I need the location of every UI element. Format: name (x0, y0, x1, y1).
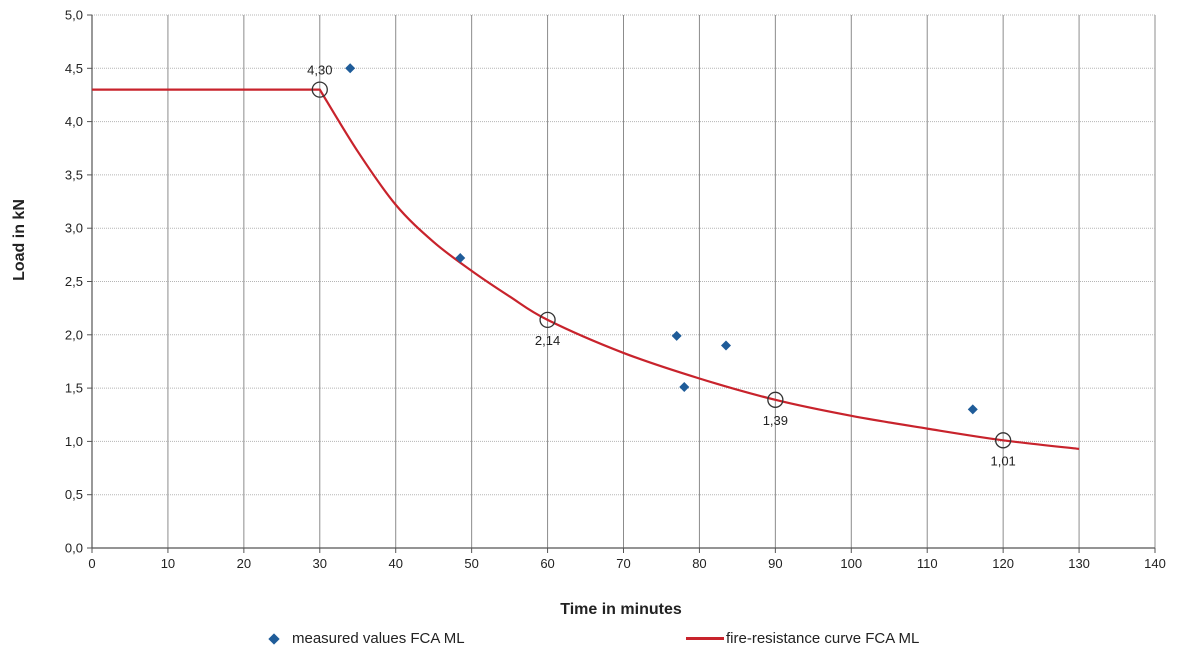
y-tick-label: 4,0 (65, 114, 83, 129)
x-tick-label: 30 (313, 556, 327, 571)
scatter-point (679, 382, 689, 392)
x-tick-label: 90 (768, 556, 782, 571)
scatter-point (672, 331, 682, 341)
x-tick-label: 50 (464, 556, 478, 571)
y-tick-label: 2,5 (65, 274, 83, 289)
fire-resistance-curve-line (92, 90, 1079, 449)
x-tick-label: 80 (692, 556, 706, 571)
chart: 0 10 20 30 40 50 60 70 80 90 100 110 120 130 140 0,00,… (0, 0, 1180, 630)
y-tick-label: 0,5 (65, 487, 83, 502)
annotation-label: 1,39 (763, 413, 788, 428)
fire-resistance-curve (92, 90, 1079, 449)
x-tick-label: 110 (917, 556, 938, 571)
y-axis-title: Load in kN (11, 199, 28, 281)
y-tick-labels: 0,0 0,5 1,0 1,5 2,0 2,5 3,0 3,5 4,0 4,5 5,0 (65, 8, 83, 556)
scatter-point (968, 404, 978, 414)
x-tick-label: 60 (540, 556, 554, 571)
legend: measured values FCA ML fire-resistance c… (0, 630, 1180, 654)
measured-values (345, 63, 978, 414)
scatter-point (455, 253, 465, 263)
annotations: 4,30 2,14 1,39 1,01 (307, 63, 1016, 469)
x-tick-labels: 0 10 20 30 40 50 60 70 80 90 100 110 120 130 140 (88, 556, 1165, 571)
y-tick-label: 1,5 (65, 381, 83, 396)
line-icon (686, 637, 724, 640)
x-tick-label: 120 (992, 556, 1014, 571)
annotation-label: 1,01 (990, 453, 1015, 468)
annotation-label: 2,14 (535, 333, 560, 348)
diamond-icon (268, 633, 279, 644)
x-tick-label: 70 (616, 556, 630, 571)
y-tick-label: 1,0 (65, 434, 83, 449)
x-tick-label: 100 (840, 556, 862, 571)
y-tick-label: 3,0 (65, 221, 83, 236)
x-axis-title: Time in minutes (560, 601, 682, 618)
y-tick-label: 0,0 (65, 541, 83, 556)
x-tick-label: 130 (1068, 556, 1090, 571)
y-tick-label: 4,5 (65, 61, 83, 76)
x-tick-label: 0 (88, 556, 95, 571)
x-tick-label: 40 (388, 556, 402, 571)
axes (87, 15, 1155, 553)
x-tick-label: 20 (237, 556, 251, 571)
scatter-point (721, 340, 731, 350)
y-tick-label: 3,5 (65, 167, 83, 182)
scatter-point (345, 63, 355, 73)
y-tick-label: 2,0 (65, 327, 83, 342)
legend-item-curve: fire-resistance curve FCA ML (686, 630, 919, 647)
legend-item-measured: measured values FCA ML (266, 630, 465, 647)
x-tick-label: 140 (1144, 556, 1166, 571)
legend-label-measured: measured values FCA ML (292, 630, 465, 647)
x-tick-label: 10 (161, 556, 175, 571)
legend-label-curve: fire-resistance curve FCA ML (726, 630, 919, 647)
annotation-label: 4,30 (307, 63, 332, 78)
y-tick-label: 5,0 (65, 8, 83, 23)
